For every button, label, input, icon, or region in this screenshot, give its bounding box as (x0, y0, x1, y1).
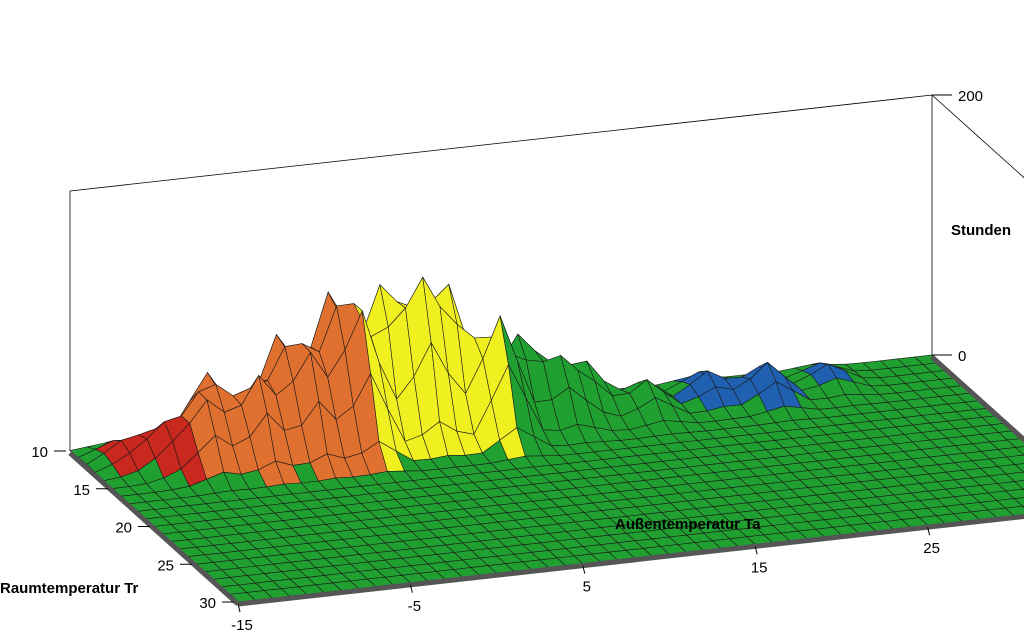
z-tick-label: 0 (958, 348, 966, 365)
surface-cell (1014, 463, 1024, 473)
surface-cell (1004, 505, 1024, 516)
z-tick-label: 200 (958, 88, 983, 105)
x-tick-label: 15 (751, 559, 768, 576)
floor-edge-ta-front (237, 513, 1024, 607)
frame-edge (931, 94, 1024, 179)
tick-labels: -15-5515253510152025300200 (31, 88, 983, 634)
x-tick-mark (754, 546, 758, 555)
x-tick-mark (927, 527, 931, 536)
surface-cell (997, 447, 1024, 458)
surface-cell (1005, 454, 1024, 465)
y-axis-title: Raumtemperatur Tr (0, 580, 139, 597)
y-tick-label: 30 (199, 595, 216, 612)
surface-cell (1013, 497, 1024, 507)
y-tick-label: 25 (157, 557, 174, 574)
floor-edge (68, 355, 1024, 607)
x-tick-mark (237, 603, 241, 613)
y-tick-label: 20 (115, 520, 132, 537)
surface-cell (1005, 471, 1024, 482)
x-tick-label: -5 (408, 598, 421, 615)
y-tick-label: 15 (73, 482, 90, 499)
surface-cell (1005, 488, 1024, 499)
y-tick-label: 10 (31, 444, 48, 461)
x-tick-label: -15 (231, 617, 253, 634)
x-tick-label: 5 (583, 579, 591, 596)
floor-edge-ta-back (930, 355, 1024, 444)
floor-edge-tr (68, 451, 240, 606)
surface-cell (1014, 480, 1024, 490)
surface-cell (1006, 437, 1024, 448)
x-tick-label: 25 (923, 540, 940, 557)
chart-frame (69, 94, 1024, 451)
z-axis-title: Stunden (951, 222, 1011, 239)
frame-edge (69, 94, 933, 192)
x-axis-title: Außentemperatur Ta (615, 516, 761, 533)
surface-cell (1014, 446, 1024, 456)
x-tick-mark (582, 565, 586, 574)
surface-mesh (69, 276, 1024, 603)
x-tick-mark (409, 584, 413, 593)
